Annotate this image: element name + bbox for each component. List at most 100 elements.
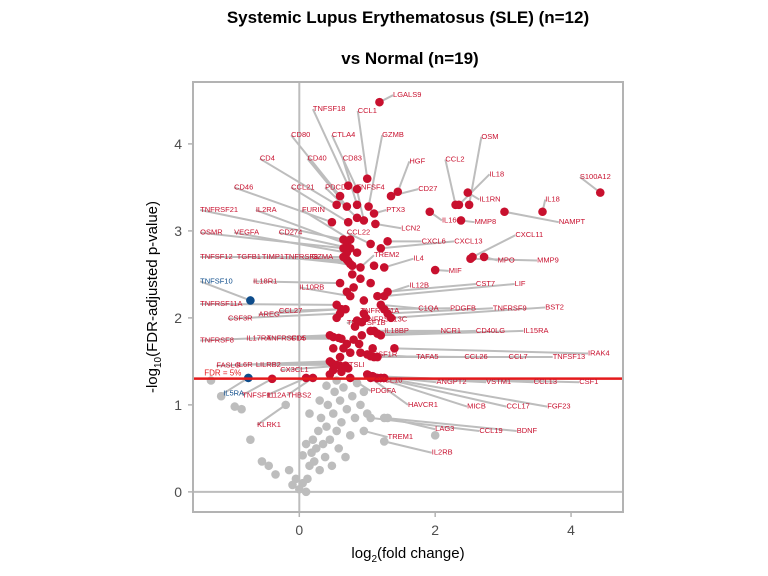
data-point [246,435,255,444]
leader-line [367,135,384,207]
leader-line [390,306,546,319]
gene-label: LAG3 [435,424,454,433]
data-point [328,344,338,353]
leader-line [256,404,287,426]
data-point [375,97,384,107]
data-point [342,202,352,211]
gene-label: LGALS9 [393,90,421,99]
gene-label: TREM1 [388,432,413,441]
data-point [337,334,346,344]
leader-line [377,376,468,408]
data-point [230,402,240,411]
x-tick-label: 0 [295,522,303,538]
gene-label: PDGFA [371,386,396,395]
gene-label: HGF [409,156,425,165]
gene-label: TGFB1 [237,252,261,261]
gene-label: MMP9 [537,255,559,264]
data-point [335,396,345,405]
gene-label: PDGFB [450,303,476,312]
gene-label: BDNF [517,426,538,435]
data-point [354,339,364,349]
data-point [301,487,311,497]
gene-label: MICB [467,402,486,411]
leader-line [356,110,369,179]
data-point [335,278,345,288]
gene-label: CXCL13 [454,236,482,245]
gene-label: THBS2 [287,390,311,399]
gene-label: CCL2 [445,155,464,164]
leader-line [346,231,372,245]
gene-label: CCL1 [358,106,377,115]
gene-label: VSTM1 [486,377,511,386]
gene-label: IL10RB [299,282,324,291]
gene-label: S100A12 [580,172,611,181]
gene-label: NCR1 [441,326,461,335]
data-point [352,213,362,223]
leader-line [396,160,411,193]
data-point [335,352,345,362]
gene-label: TIMP1 [262,252,284,261]
data-point [390,344,399,353]
leader-line [290,134,341,197]
gene-label: CXCL6 [422,236,446,245]
leader-line [384,376,548,408]
y-tick-label: 2 [174,310,182,326]
data-point [479,252,489,262]
data-point [359,387,369,397]
leader-line [299,286,351,298]
x-axis-ticks: 0 2 4 [295,512,575,538]
leader-line [504,210,560,224]
plot-frame [192,81,624,513]
gene-label: GZMA [312,252,334,261]
data-point [595,188,605,197]
gene-labels: LGALS9 CCL1 TNFSF18 CTLA4 CD80 GZMB OSM CD4 CD40… [200,90,611,457]
data-point [350,322,360,331]
data-point [383,237,392,246]
gene-label: TNFSF11 [242,390,274,399]
leader-line [266,376,307,397]
data-point [352,200,362,210]
gene-label: MPO [498,255,515,264]
gene-label: IL18 [490,169,505,178]
data-point [356,263,365,272]
data-point [454,200,464,210]
gene-label: CCL17 [507,402,530,411]
data-point [246,296,255,305]
gene-label: OSMR [200,228,223,237]
leader-line [255,209,348,245]
gene-label: GZMB [382,130,404,139]
gene-label: IL6R [237,360,253,369]
data-point [430,431,440,440]
leader-line [222,377,249,395]
gene-label: TNFRSF8 [200,335,234,344]
data-point [314,426,323,436]
gene-label: FGF23 [547,402,570,411]
data-point [386,313,396,323]
y-axis-label: -log10(FDR-adjusted p-value) [144,201,164,393]
y-tick-label: 4 [174,136,182,152]
data-point [430,265,440,275]
data-point [376,243,386,253]
leader-line [241,377,273,397]
data-point [356,348,365,357]
leader-line [301,209,351,241]
leader-line [472,234,516,258]
data-point [366,278,375,288]
gene-label: HAVCR1 [408,400,438,409]
data-point [257,457,267,466]
gene-label: TREM2 [374,250,399,259]
data-point [345,235,355,244]
gene-label: VEGFA [234,228,259,237]
gene-label: IL15RA [523,326,548,335]
data-point [341,304,350,314]
gene-label: MIF [449,266,462,275]
data-point [386,191,396,201]
data-point [322,381,331,391]
data-point [379,291,389,301]
data-point [352,248,362,257]
data-point [373,352,382,362]
gene-label: TNFSF13 [553,352,586,361]
leader-line [380,240,455,250]
data-point [325,370,335,379]
data-point [538,207,547,217]
